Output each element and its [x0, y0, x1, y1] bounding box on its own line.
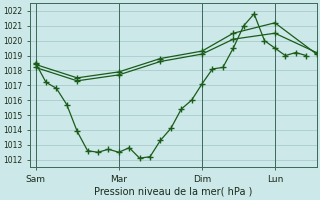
X-axis label: Pression niveau de la mer( hPa ): Pression niveau de la mer( hPa ): [94, 187, 252, 197]
